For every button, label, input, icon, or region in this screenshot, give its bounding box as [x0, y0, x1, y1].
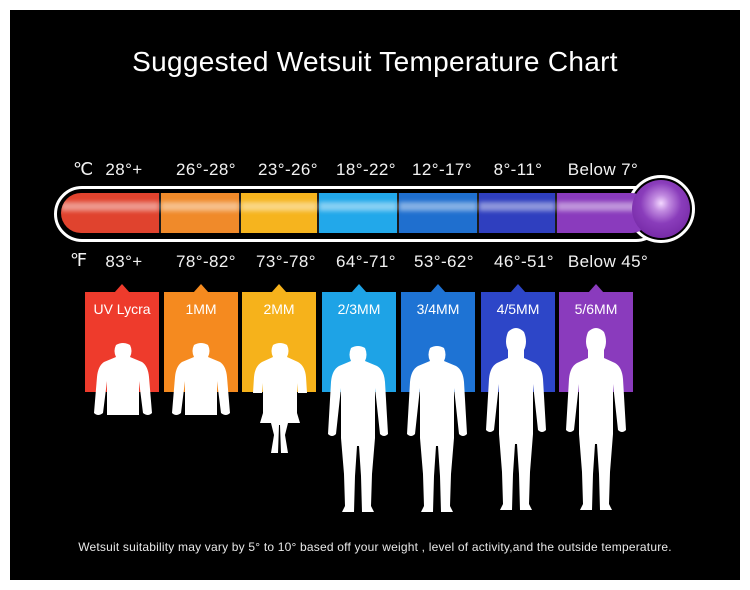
fahrenheit-unit-label: ℉ [70, 250, 88, 270]
footnote: Wetsuit suitability may vary by 5° to 10… [78, 540, 672, 554]
card-pointer [114, 284, 130, 293]
celsius-unit-label: ℃ [73, 159, 94, 179]
card-pointer [271, 284, 287, 293]
suit-label: UV Lycra [93, 301, 151, 317]
suit-label: 2/3MM [337, 301, 381, 317]
full-wetsuit-icon [405, 346, 469, 514]
card-pointer [510, 284, 526, 293]
thermometer-tube [61, 193, 651, 233]
long-sleeve-top-icon [92, 343, 154, 421]
suit-label: 2MM [263, 301, 295, 317]
tube-segment-6 [479, 193, 557, 233]
tube-segment-2 [161, 193, 241, 233]
card-pointer [351, 284, 367, 293]
suit-label: 1MM [185, 301, 217, 317]
fahrenheit-range-3: 73°-78° [256, 252, 316, 271]
hooded-full-wetsuit-icon [564, 326, 628, 512]
thermometer-bulb [632, 180, 690, 238]
card-pointer [430, 284, 446, 293]
fahrenheit-range-1: 83°+ [105, 252, 143, 271]
fahrenheit-range-7: Below 45° [567, 252, 649, 271]
fahrenheit-range-4: 64°-71° [336, 252, 396, 271]
full-wetsuit-icon [326, 346, 390, 514]
card-pointer [193, 284, 209, 293]
tube-segment-1 [61, 193, 161, 233]
suit-label: 4/5MM [496, 301, 540, 317]
shorty-wetsuit-icon [250, 343, 310, 455]
fahrenheit-range-6: 46°-51° [494, 252, 554, 271]
celsius-range-2: 26°-28° [176, 160, 236, 179]
card-pointer [588, 284, 604, 293]
long-sleeve-jacket-icon [170, 343, 232, 421]
celsius-range-5: 12°-17° [412, 160, 472, 179]
suit-label: 5/6MM [574, 301, 618, 317]
fahrenheit-range-5: 53°-62° [414, 252, 474, 271]
tube-segment-5 [399, 193, 479, 233]
celsius-range-3: 23°-26° [258, 160, 318, 179]
tube-segment-4 [319, 193, 399, 233]
hooded-full-wetsuit-icon [484, 326, 548, 512]
chart-board: Suggested Wetsuit Temperature Chart ℃ ℉ … [10, 10, 740, 580]
fahrenheit-range-2: 78°-82° [176, 252, 236, 271]
suit-label: 3/4MM [416, 301, 460, 317]
tube-segment-3 [241, 193, 319, 233]
celsius-range-1: 28°+ [105, 160, 143, 179]
chart-title: Suggested Wetsuit Temperature Chart [132, 46, 618, 77]
celsius-range-4: 18°-22° [336, 160, 396, 179]
celsius-range-6: 8°-11° [493, 160, 543, 179]
celsius-range-7: Below 7° [567, 160, 639, 179]
